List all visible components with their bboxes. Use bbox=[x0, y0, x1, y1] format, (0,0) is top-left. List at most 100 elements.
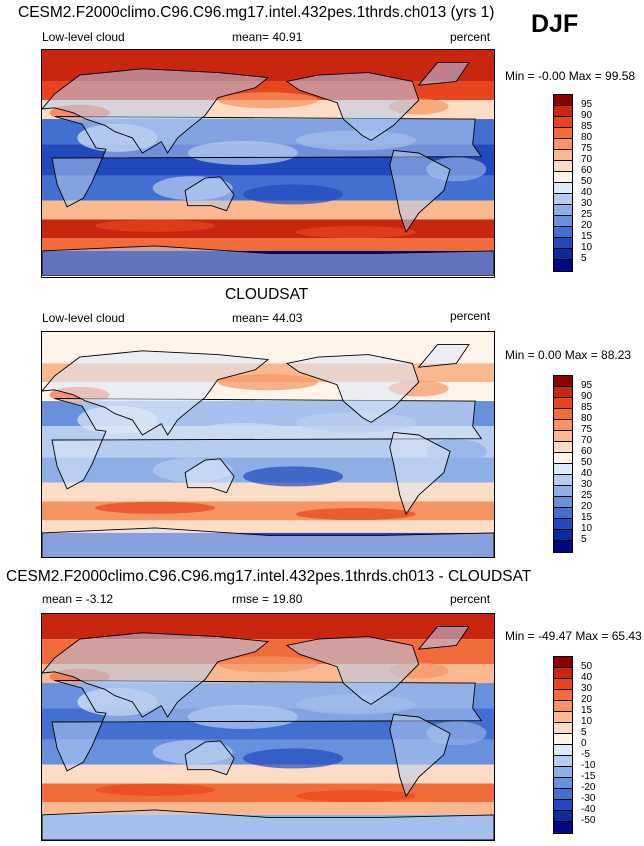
panel-2-colorbar bbox=[553, 375, 573, 553]
colorbar-tick-label: 95 bbox=[581, 380, 593, 391]
panel-2-mean-label: mean= 44.03 bbox=[232, 311, 303, 325]
coastline bbox=[184, 740, 235, 776]
colorbar-tick-label: -50 bbox=[581, 815, 596, 826]
colorbar-swatch bbox=[554, 734, 572, 745]
coastline bbox=[42, 68, 270, 154]
colorbar-swatch bbox=[554, 475, 572, 486]
colorbar-tick-label: 60 bbox=[581, 165, 593, 176]
colorbar-swatch bbox=[554, 95, 572, 106]
colorbar-swatch bbox=[554, 431, 572, 442]
colorbar-swatch bbox=[554, 519, 572, 530]
colorbar-swatch bbox=[554, 811, 572, 822]
coastline bbox=[285, 72, 420, 141]
map-field bbox=[42, 50, 494, 276]
colorbar-swatch bbox=[554, 789, 572, 800]
coastline bbox=[417, 344, 470, 368]
colorbar-tick-label: 50 bbox=[581, 661, 593, 672]
colorbar-tick-label: 20 bbox=[581, 220, 593, 231]
colorbar-swatch bbox=[554, 712, 572, 723]
coastline bbox=[42, 632, 270, 718]
season-label: DJF bbox=[531, 10, 579, 38]
colorbar-tick-label: 70 bbox=[581, 435, 593, 446]
colorbar-swatch bbox=[554, 409, 572, 420]
colorbar-swatch bbox=[554, 194, 572, 205]
colorbar-tick-label: 95 bbox=[581, 99, 593, 110]
colorbar-tick-label: 80 bbox=[581, 413, 593, 424]
colorbar-tick-label: -5 bbox=[581, 749, 590, 760]
panel-3-map bbox=[41, 613, 495, 841]
coastline bbox=[42, 245, 494, 276]
panel-2-map bbox=[41, 331, 495, 558]
colorbar-swatch bbox=[554, 723, 572, 734]
colorbar-tick-label: 30 bbox=[581, 479, 593, 490]
colorbar-swatch bbox=[554, 216, 572, 227]
colorbar-swatch bbox=[554, 679, 572, 690]
panel-1-units-label: percent bbox=[450, 30, 491, 44]
colorbar-tick-label: 5 bbox=[581, 727, 587, 738]
colorbar-swatch bbox=[554, 387, 572, 398]
colorbar-tick-label: 60 bbox=[581, 446, 593, 457]
colorbar-swatch bbox=[554, 398, 572, 409]
map-field bbox=[42, 614, 494, 840]
colorbar-tick-label: 40 bbox=[581, 468, 593, 479]
panel-3-title: CESM2.F2000climo.C96.C96.mg17.intel.432p… bbox=[6, 568, 532, 585]
colorbar-swatch bbox=[554, 486, 572, 497]
coastline bbox=[389, 431, 451, 516]
colorbar-swatch bbox=[554, 690, 572, 701]
colorbar-tick-label: 5 bbox=[581, 253, 587, 264]
panel-3-mean-label: mean = -3.12 bbox=[42, 592, 114, 606]
colorbar-tick-label: 10 bbox=[581, 523, 593, 534]
colorbar-tick-label: 10 bbox=[581, 716, 593, 727]
colorbar-tick-label: -30 bbox=[581, 793, 596, 804]
colorbar-tick-label: 25 bbox=[581, 490, 593, 501]
colorbar-swatch bbox=[554, 767, 572, 778]
colorbar-tick-label: 30 bbox=[581, 683, 593, 694]
coastline bbox=[184, 176, 235, 212]
colorbar-tick-label: 10 bbox=[581, 242, 593, 253]
coastline bbox=[389, 149, 451, 234]
colorbar-tick-label: 30 bbox=[581, 198, 593, 209]
colorbar-tick-label: 20 bbox=[581, 694, 593, 705]
panel-1-map bbox=[41, 49, 495, 278]
colorbar-tick-label: 90 bbox=[581, 110, 593, 121]
panel-2-minmax: Min = 0.00 Max = 88.23 bbox=[505, 348, 632, 362]
colorbar-swatch bbox=[554, 800, 572, 811]
colorbar-tick-label: 75 bbox=[581, 424, 593, 435]
map-field bbox=[42, 332, 494, 557]
colorbar-swatch bbox=[554, 745, 572, 756]
colorbar-tick-label: 5 bbox=[581, 534, 587, 545]
colorbar-swatch bbox=[554, 497, 572, 508]
coastline bbox=[42, 350, 270, 436]
colorbar-tick-label: -10 bbox=[581, 760, 596, 771]
colorbar-tick-label: -40 bbox=[581, 804, 596, 815]
panel-1-title: CESM2.F2000climo.C96.C96.mg17.intel.432p… bbox=[18, 4, 495, 21]
colorbar-swatch bbox=[554, 227, 572, 238]
colorbar-swatch bbox=[554, 150, 572, 161]
colorbar-swatch bbox=[554, 249, 572, 260]
panel-2-variable-label: Low-level cloud bbox=[42, 311, 125, 325]
coastline bbox=[285, 354, 420, 423]
colorbar-swatch bbox=[554, 260, 572, 271]
colorbar-swatch bbox=[554, 541, 572, 552]
colorbar-swatch bbox=[554, 183, 572, 194]
colorbar-swatch bbox=[554, 205, 572, 216]
colorbar-tick-label: 70 bbox=[581, 154, 593, 165]
colorbar-tick-label: 15 bbox=[581, 705, 593, 716]
colorbar-tick-label: 85 bbox=[581, 402, 593, 413]
colorbar-swatch bbox=[554, 756, 572, 767]
colorbar-swatch bbox=[554, 701, 572, 712]
panel-3-rmse-label: rmse = 19.80 bbox=[232, 592, 303, 606]
coastline bbox=[42, 527, 494, 557]
coastline bbox=[184, 458, 235, 494]
colorbar-tick-label: 90 bbox=[581, 391, 593, 402]
coastline bbox=[42, 809, 494, 840]
colorbar-swatch bbox=[554, 161, 572, 172]
colorbar-tick-label: -15 bbox=[581, 771, 596, 782]
colorbar-swatch bbox=[554, 128, 572, 139]
colorbar-tick-label: 40 bbox=[581, 672, 593, 683]
colorbar-swatch bbox=[554, 453, 572, 464]
colorbar-tick-label: 0 bbox=[581, 738, 587, 749]
colorbar-tick-label: 85 bbox=[581, 121, 593, 132]
colorbar-tick-label: 20 bbox=[581, 501, 593, 512]
colorbar-swatch bbox=[554, 657, 572, 668]
